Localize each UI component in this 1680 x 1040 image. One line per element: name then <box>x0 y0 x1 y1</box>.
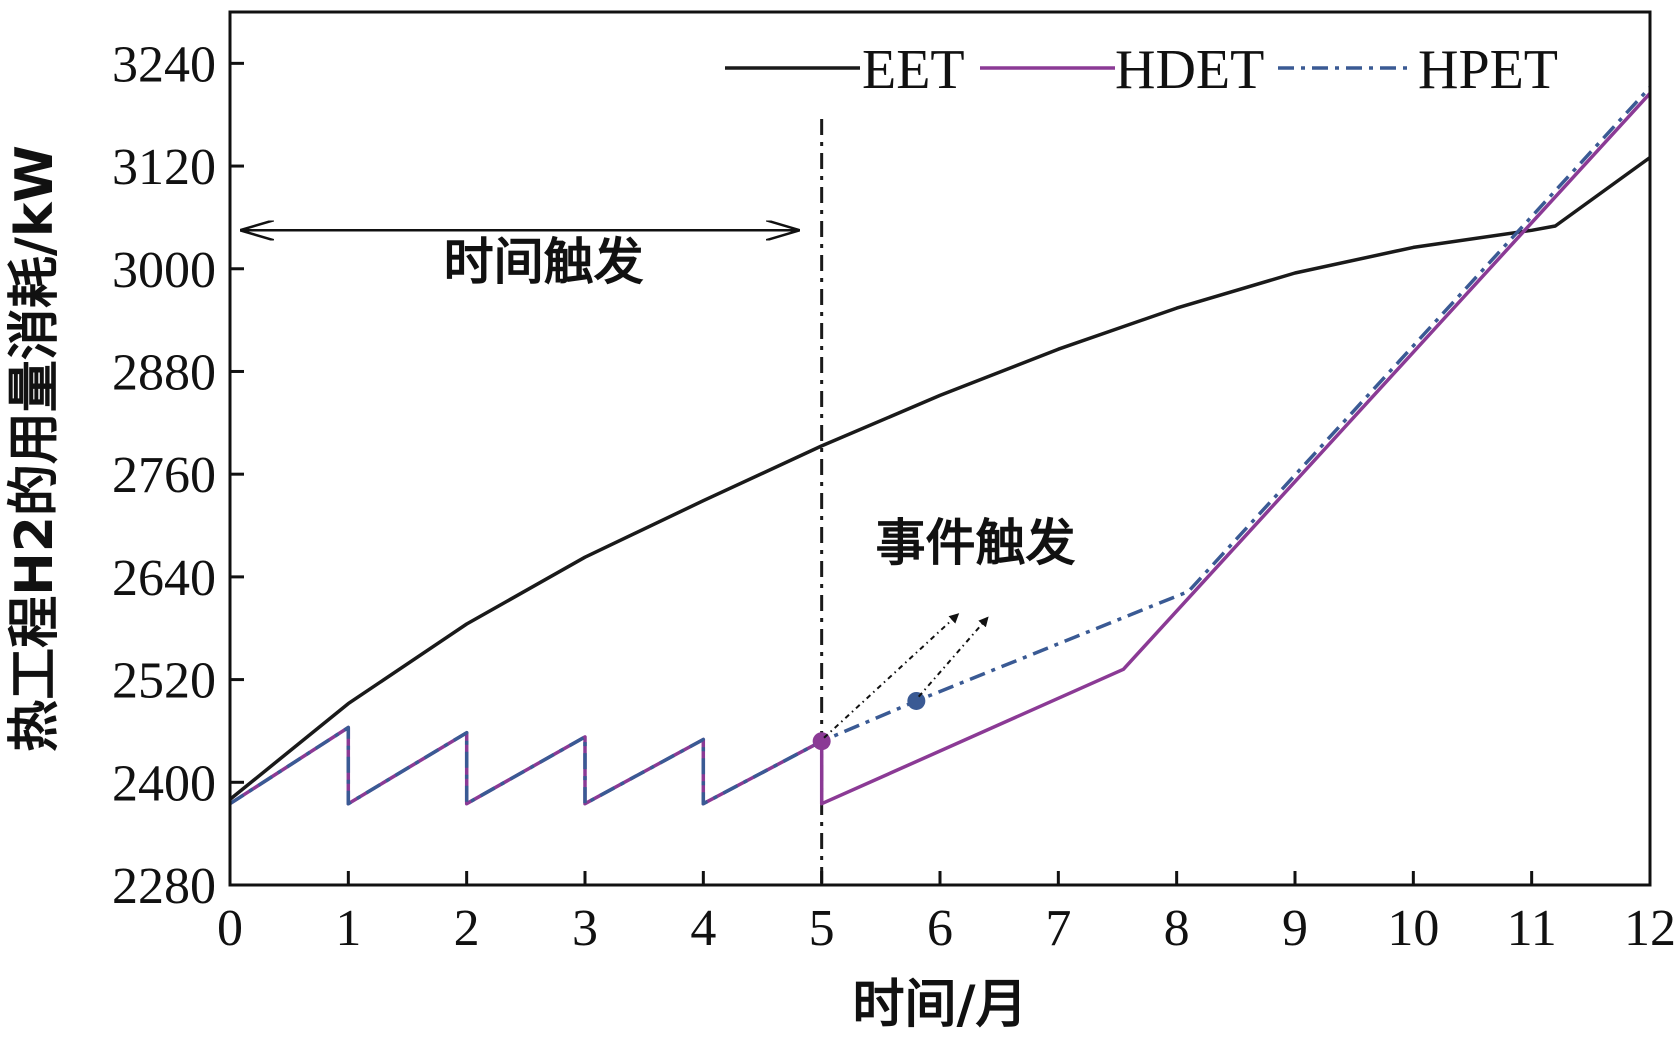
series-line-hpet <box>229 86 1652 806</box>
x-tick-label: 7 <box>1045 900 1071 957</box>
x-tick-label: 0 <box>217 900 243 957</box>
marker-hpet <box>907 691 926 710</box>
series-line-hdet <box>229 92 1652 806</box>
x-tick-label: 6 <box>927 900 953 957</box>
data-layer <box>228 86 1652 885</box>
x-tick-label: 3 <box>572 900 598 957</box>
x-tick-label: 5 <box>809 900 835 957</box>
y-tick-label: 2760 <box>112 447 216 504</box>
ticks-layer: 0 1 2 3 4 5 6 7 8 9 10 11 12228024002520264027602880… <box>112 36 1676 957</box>
legend: EET HDET HPET <box>725 39 1558 101</box>
legend-label-eet: EET <box>862 39 965 101</box>
y-tick-label: 2880 <box>112 344 216 401</box>
x-tick-label: 1 <box>335 900 361 957</box>
time-trigger-label: 时间触发 <box>444 233 644 291</box>
event-trigger-arrow <box>917 616 989 698</box>
legend-label-hdet: HDET <box>1115 39 1264 101</box>
event-trigger-arrow <box>823 613 960 739</box>
x-tick-label: 9 <box>1282 900 1308 957</box>
y-tick-label: 3000 <box>112 242 216 299</box>
y-tick-label: 2400 <box>112 755 216 812</box>
x-tick-label: 11 <box>1507 900 1557 957</box>
y-axis-title: 热工程H2的用量消耗/kW <box>5 145 65 752</box>
y-tick-label: 2280 <box>112 858 216 915</box>
event-trigger-label: 事件触发 <box>876 514 1076 572</box>
y-tick-label: 2640 <box>112 550 216 607</box>
y-tick-label: 3240 <box>112 36 216 93</box>
plot-frame <box>228 10 1652 887</box>
x-tick-label: 10 <box>1387 900 1439 957</box>
series-line-eet <box>228 156 1652 801</box>
legend-label-hpet: HPET <box>1418 39 1558 101</box>
x-tick-label: 8 <box>1164 900 1190 957</box>
x-tick-label: 12 <box>1624 900 1676 957</box>
x-tick-label: 2 <box>454 900 480 957</box>
x-tick-label: 4 <box>690 900 716 957</box>
y-tick-label: 3120 <box>112 139 216 196</box>
y-tick-label: 2520 <box>112 653 216 710</box>
x-axis-title: 时间/月 <box>853 975 1028 1035</box>
